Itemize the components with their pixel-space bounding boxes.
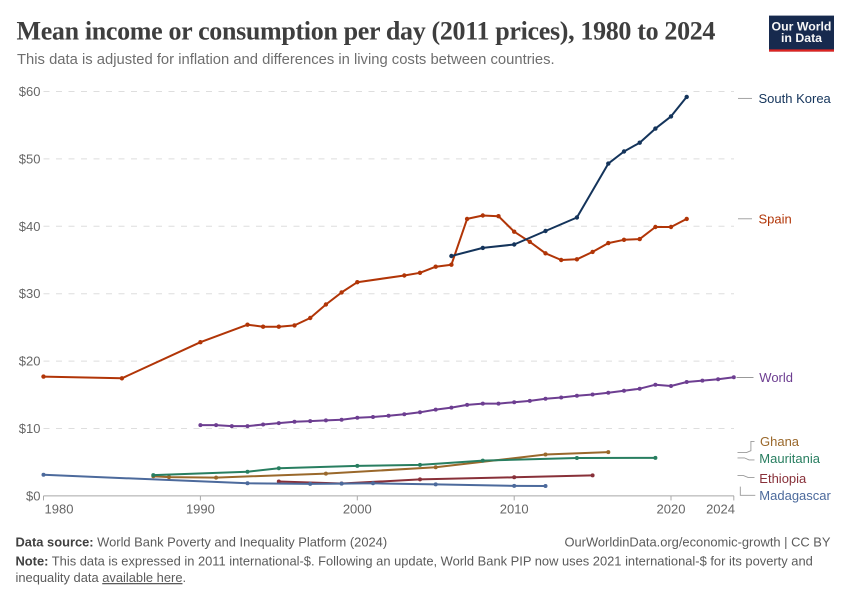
svg-text:Spain: Spain (759, 211, 792, 226)
svg-text:2020: 2020 (657, 502, 686, 517)
svg-text:Note: This data is expressed i: Note: This data is expressed in 2011 int… (16, 554, 813, 569)
svg-text:$30: $30 (19, 286, 41, 301)
svg-text:$0: $0 (26, 488, 40, 503)
svg-text:in Data: in Data (781, 31, 822, 45)
svg-text:2010: 2010 (500, 502, 529, 517)
svg-text:$20: $20 (19, 354, 41, 369)
svg-text:$10: $10 (19, 421, 41, 436)
svg-text:Our World: Our World (772, 19, 832, 33)
svg-text:1980: 1980 (45, 502, 74, 517)
svg-text:inequality data available here: inequality data available here. (16, 570, 187, 585)
svg-text:2000: 2000 (343, 502, 372, 517)
svg-text:2024: 2024 (706, 502, 735, 517)
svg-text:Mauritania: Mauritania (759, 451, 820, 466)
svg-text:OurWorldinData.org/economic-gr: OurWorldinData.org/economic-growth | CC … (564, 535, 830, 550)
svg-text:1990: 1990 (186, 502, 215, 517)
svg-text:Madagascar: Madagascar (759, 488, 831, 503)
svg-text:$50: $50 (19, 151, 41, 166)
svg-text:World: World (759, 370, 793, 385)
svg-text:South Korea: South Korea (759, 91, 832, 106)
svg-text:$60: $60 (19, 84, 41, 99)
svg-text:Data source: World Bank Povert: Data source: World Bank Poverty and Ineq… (16, 535, 388, 550)
svg-text:Ethiopia: Ethiopia (759, 471, 807, 486)
svg-text:$40: $40 (19, 219, 41, 234)
svg-text:This data is adjusted for infl: This data is adjusted for inflation and … (17, 52, 555, 68)
svg-text:Mean income or consumption per: Mean income or consumption per day (2011… (17, 17, 716, 46)
svg-text:Ghana: Ghana (760, 434, 800, 449)
